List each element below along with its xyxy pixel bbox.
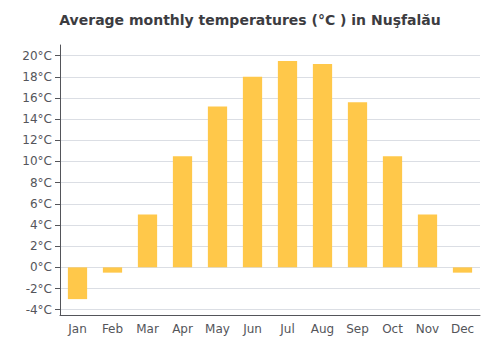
svg-text:Dec: Dec <box>451 322 474 336</box>
svg-text:-4°C: -4°C <box>26 303 52 317</box>
svg-text:6°C: 6°C <box>30 197 52 211</box>
svg-text:0°C: 0°C <box>30 260 52 274</box>
svg-text:Sep: Sep <box>346 322 369 336</box>
svg-text:-2°C: -2°C <box>26 282 52 296</box>
svg-text:Average monthly temperatures (: Average monthly temperatures (°C ) in Nu… <box>59 12 440 28</box>
svg-text:16°C: 16°C <box>22 91 52 105</box>
svg-text:10°C: 10°C <box>22 154 52 168</box>
svg-text:2°C: 2°C <box>30 239 52 253</box>
svg-text:Apr: Apr <box>172 322 193 336</box>
svg-text:Jun: Jun <box>242 322 262 336</box>
svg-text:20°C: 20°C <box>22 49 52 63</box>
svg-text:Oct: Oct <box>382 322 403 336</box>
svg-text:8°C: 8°C <box>30 176 52 190</box>
svg-text:Jan: Jan <box>67 322 87 336</box>
svg-text:May: May <box>205 322 230 336</box>
svg-text:Aug: Aug <box>311 322 334 336</box>
svg-text:12°C: 12°C <box>22 133 52 147</box>
svg-text:18°C: 18°C <box>22 70 52 84</box>
svg-text:14°C: 14°C <box>22 112 52 126</box>
svg-text:4°C: 4°C <box>30 218 52 232</box>
svg-text:Mar: Mar <box>136 322 159 336</box>
svg-text:Nov: Nov <box>416 322 439 336</box>
svg-text:Jul: Jul <box>279 322 294 336</box>
svg-text:Feb: Feb <box>102 322 123 336</box>
